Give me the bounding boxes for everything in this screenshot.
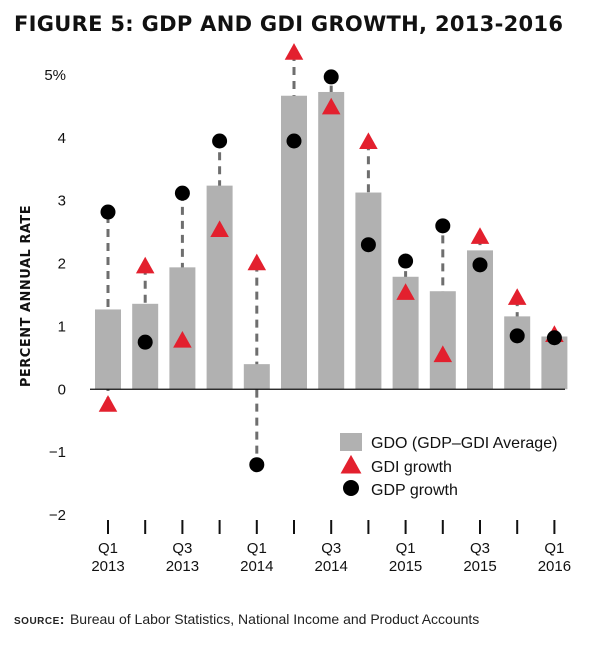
x-tick-label: Q1 <box>247 540 267 557</box>
x-tick-label: 2016 <box>538 558 571 575</box>
gdp-marker <box>100 204 116 220</box>
gdp-marker <box>509 328 525 344</box>
gdo-bars <box>90 91 568 390</box>
gdp-marker <box>286 133 302 149</box>
y-tick-label: −2 <box>49 507 66 524</box>
legend-label-gdp: GDP growth <box>371 482 458 499</box>
source-label: source: <box>14 611 65 627</box>
gdi-marker <box>321 97 341 115</box>
gdp-marker <box>174 185 190 201</box>
legend-label-gdo: GDO (GDP–GDI Average) <box>371 435 557 452</box>
gdo-bar <box>95 309 121 390</box>
gdi-marker <box>396 283 415 300</box>
x-tick-label: 2013 <box>166 558 199 575</box>
x-tick-label: Q1 <box>544 540 564 557</box>
gdo-bar <box>355 192 382 390</box>
gdo-bar <box>206 185 233 390</box>
gdp-marker <box>435 218 451 234</box>
x-tick-label: 2013 <box>91 558 124 575</box>
source-text: Bureau of Labor Statistics, National Inc… <box>69 611 480 627</box>
gdo-bar <box>504 316 531 390</box>
x-tick-label: Q1 <box>98 540 118 557</box>
x-tick-label: 2014 <box>315 558 348 575</box>
x-axis: Q12013Q32013Q12014Q32014Q12015Q32015Q120… <box>91 520 571 575</box>
legend-label-gdi: GDI growth <box>371 459 452 476</box>
gdi-marker <box>135 256 155 274</box>
y-tick-label: 0 <box>58 381 66 398</box>
gdi-marker <box>433 345 453 363</box>
y-tick-label: 5% <box>44 67 66 84</box>
legend: GDO (GDP–GDI Average) GDI growth GDP growt… <box>340 433 557 499</box>
x-tick-label: Q1 <box>396 540 416 557</box>
gdi-marker <box>247 253 267 271</box>
gdi-marker <box>210 220 229 237</box>
x-tick-label: 2015 <box>463 558 496 575</box>
source-note: source: Bureau of Labor Statistics, Natio… <box>14 611 479 627</box>
gdo-bar <box>541 336 568 390</box>
gdo-bar <box>169 267 196 390</box>
legend-swatch-gdi <box>340 454 362 474</box>
y-tick-label: 3 <box>58 193 66 210</box>
gdi-marker <box>359 132 378 149</box>
y-tick-label: −1 <box>49 444 66 461</box>
gdp-marker <box>546 330 562 346</box>
gdp-marker <box>323 69 339 85</box>
y-tick-label: 1 <box>58 318 66 335</box>
gdp-marker <box>137 334 153 350</box>
gdo-bar <box>429 291 456 390</box>
gdi-markers <box>98 43 564 412</box>
gdi-marker <box>173 330 192 348</box>
y-tick-label: 2 <box>58 256 66 273</box>
gdp-marker <box>472 257 488 273</box>
gdp-marker <box>360 237 376 253</box>
gdi-marker <box>98 395 118 412</box>
x-tick-label: Q3 <box>321 540 341 557</box>
x-tick-label: Q3 <box>172 540 192 557</box>
gdo-bar <box>318 91 345 390</box>
gdi-marker <box>284 43 304 60</box>
x-tick-label: 2014 <box>240 558 273 575</box>
x-tick-label: Q3 <box>470 540 490 557</box>
gdi-marker <box>470 227 490 244</box>
legend-swatch-gdo <box>340 433 362 451</box>
y-axis-label: PERCENT ANNUAL RATE <box>19 205 34 387</box>
chart-title: FIGURE 5: GDP AND GDI GROWTH, 2013-2016 <box>14 12 564 36</box>
gdp-marker <box>212 133 228 149</box>
y-axis: 5% 4 3 2 1 0 −1 −2 <box>44 67 66 524</box>
legend-swatch-gdp <box>343 480 359 496</box>
gdp-markers <box>100 69 562 473</box>
x-tick-label: 2015 <box>389 558 422 575</box>
gdp-marker <box>398 253 414 269</box>
gdo-bar <box>243 364 270 390</box>
gdp-marker <box>249 457 265 473</box>
gdo-bar <box>467 250 493 390</box>
gdi-marker <box>507 288 527 305</box>
y-tick-label: 4 <box>58 130 66 147</box>
